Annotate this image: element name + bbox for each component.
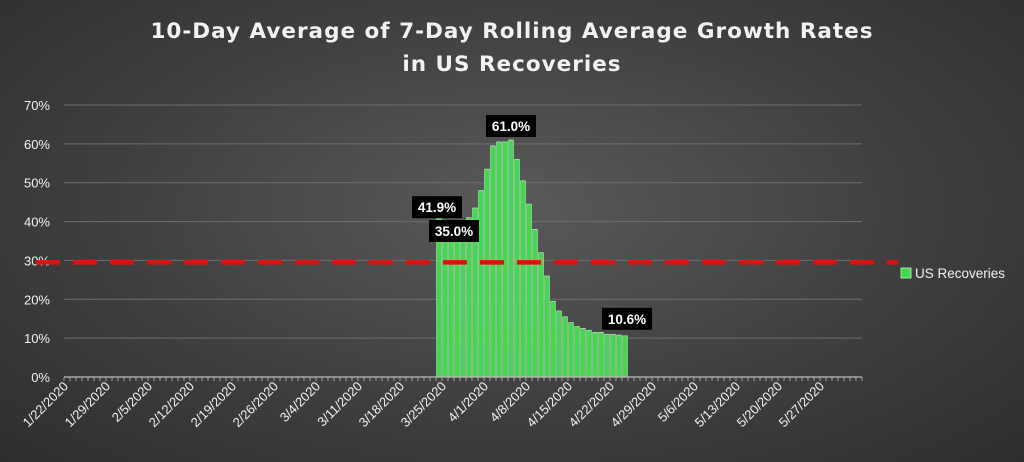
y-tick-label: 10%: [24, 331, 50, 346]
data-label: 61.0%: [486, 114, 536, 137]
data-label-text: 10.6%: [608, 312, 646, 327]
bar: [568, 322, 574, 378]
bar: [484, 168, 490, 378]
bar: [508, 139, 514, 378]
bar: [514, 159, 520, 378]
y-tick-label: 60%: [24, 137, 50, 152]
data-label: 10.6%: [602, 307, 652, 330]
x-tick-label: 1/29/2020: [62, 379, 114, 431]
chart-title: 10-Day Average of 7-Day Rolling Average …: [150, 19, 873, 77]
y-axis-tick-labels: 0%10%20%30%40%50%60%70%: [24, 98, 50, 385]
x-tick-label: 2/26/2020: [230, 379, 282, 431]
bars: [436, 139, 628, 378]
legend-label: US Recoveries: [915, 266, 1005, 281]
x-tick-label: 4/29/2020: [608, 379, 660, 431]
data-label-box: [429, 220, 479, 242]
data-label: 41.9%: [412, 196, 462, 219]
y-tick-label: 40%: [24, 215, 50, 230]
bar: [520, 180, 526, 378]
bar: [604, 333, 610, 378]
data-labels: 41.9% 35.0% 61.0% 10.6%: [412, 114, 652, 330]
bar: [460, 229, 466, 378]
y-tick-label: 20%: [24, 292, 50, 307]
chart-title-line-1: 10-Day Average of 7-Day Rolling Average …: [150, 19, 873, 44]
bar: [538, 252, 544, 378]
bar: [592, 332, 598, 378]
y-tick-label: 0%: [31, 370, 50, 385]
bar: [580, 328, 586, 378]
y-tick-label: 70%: [24, 98, 50, 113]
bar: [454, 234, 460, 378]
x-tick-label: 5/27/2020: [776, 379, 828, 431]
data-label: 35.0%: [429, 220, 479, 242]
bar: [562, 316, 568, 378]
data-label-box: [486, 114, 536, 137]
bar: [622, 335, 628, 378]
data-label-text: 35.0%: [435, 224, 473, 239]
chart-title-line-2: in US Recoveries: [402, 52, 621, 77]
bar: [616, 334, 622, 378]
bar: [550, 300, 556, 378]
bar: [502, 141, 508, 378]
x-axis-tick-labels: 1/22/20201/29/20202/5/20202/12/20202/19/…: [20, 379, 828, 431]
bar: [544, 275, 550, 378]
legend-swatch: [900, 267, 912, 279]
x-axis: [63, 376, 863, 381]
bar: [478, 190, 484, 378]
data-label-box: [412, 196, 462, 219]
legend: US Recoveries: [900, 266, 1005, 281]
data-label-box: [602, 307, 652, 330]
bar: [532, 229, 538, 378]
bar: [556, 310, 562, 378]
data-label-text: 61.0%: [492, 119, 530, 134]
bar: [610, 333, 616, 378]
bar: [586, 330, 592, 378]
x-tick-label: 3/25/2020: [398, 379, 450, 431]
y-tick-label: 50%: [24, 176, 50, 191]
bar: [598, 332, 604, 378]
bar: [442, 232, 448, 378]
x-tick-label: 4/1/2020: [445, 379, 491, 425]
bar: [574, 326, 580, 378]
data-label-text: 41.9%: [418, 200, 456, 215]
bar: [496, 141, 502, 378]
bar: [526, 203, 532, 378]
